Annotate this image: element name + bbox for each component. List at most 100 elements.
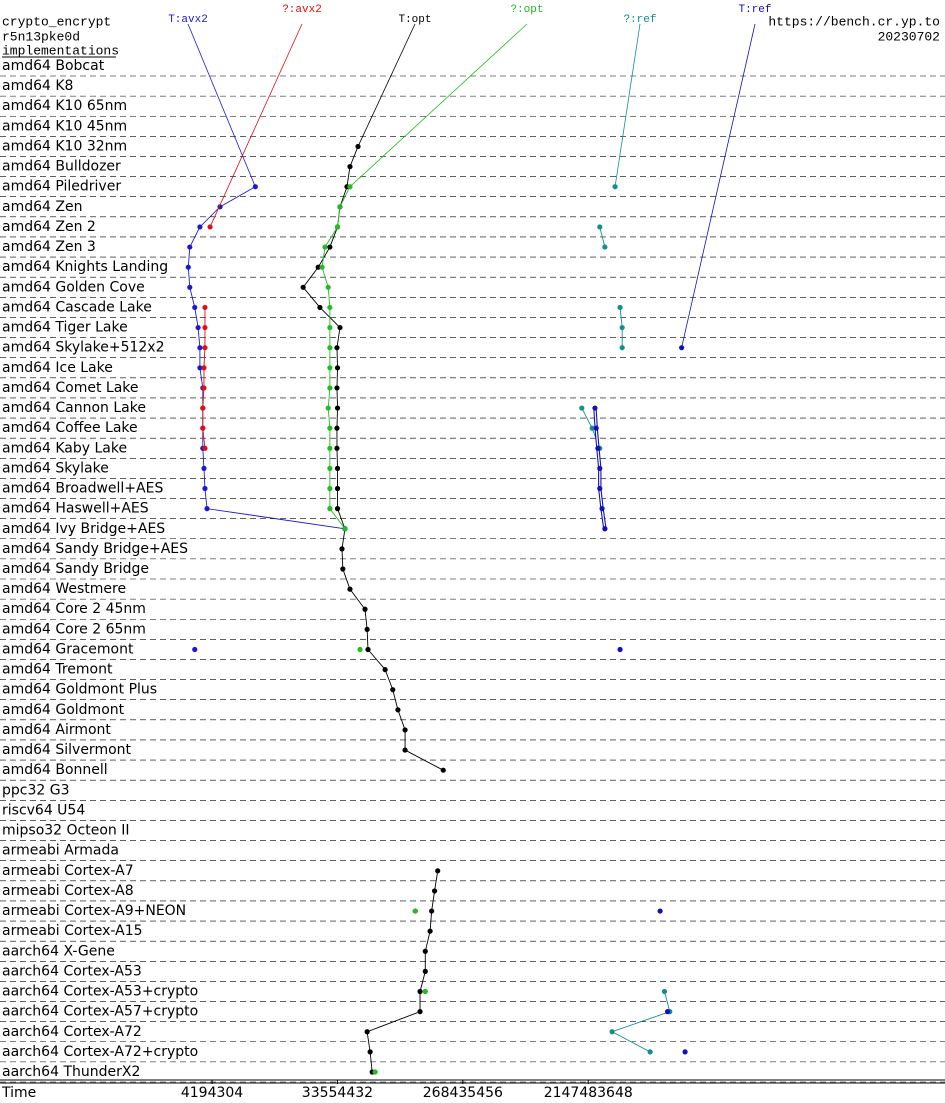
data-point (427, 928, 433, 934)
data-point (597, 224, 603, 230)
row-label: armeabi Cortex-A7 (2, 863, 134, 879)
legend-label: T:opt (398, 14, 431, 26)
data-point (195, 324, 201, 331)
data-point (422, 968, 428, 975)
legend-label: ?:opt (510, 4, 543, 16)
row-label: aarch64 Cortex-A72+crypto (2, 1044, 198, 1060)
legend-leader (357, 23, 416, 147)
legend-leader (349, 23, 528, 188)
row-label: amd64 Haswell+AES (2, 501, 149, 517)
x-axis-label: Time (1, 1085, 36, 1101)
data-point (593, 425, 599, 431)
row-label: amd64 Skylake+512x2 (2, 340, 164, 356)
data-point (595, 445, 601, 451)
data-point (337, 204, 343, 210)
row-label: aarch64 Cortex-A53+crypto (2, 984, 198, 1000)
data-point (200, 405, 206, 411)
row-label: amd64 Tiger Lake (2, 320, 128, 336)
data-point (682, 1049, 688, 1055)
data-point (202, 345, 208, 351)
data-point (327, 445, 333, 451)
data-point (597, 465, 603, 471)
series-line (321, 186, 351, 530)
row-label: amd64 Comet Lake (2, 380, 139, 396)
data-point (204, 506, 210, 512)
date: 20230702 (878, 29, 940, 44)
data-point (661, 988, 668, 995)
data-point (347, 164, 353, 170)
data-point (617, 646, 623, 653)
chart-title: crypto_encrypt (2, 14, 111, 29)
row-label: armeabi Cortex-A9+NEON (2, 903, 186, 919)
data-point (334, 425, 340, 431)
series-line (302, 146, 444, 771)
row-label: amd64 Sandy Bridge+AES (2, 541, 188, 557)
data-point (589, 425, 595, 431)
data-point (402, 747, 408, 753)
row-label: riscv64 U54 (2, 802, 85, 818)
row-label: amd64 Ivy Bridge+AES (2, 521, 165, 537)
data-point (334, 506, 341, 512)
series-line (187, 186, 345, 530)
data-point (619, 345, 625, 351)
data-point (431, 888, 438, 894)
row-label: amd64 Goldmont (2, 702, 125, 718)
data-point (334, 224, 341, 230)
legend-label: ?:avx2 (282, 4, 322, 16)
legend-leader (209, 23, 303, 228)
data-point (252, 184, 258, 190)
data-point (602, 244, 608, 250)
data-point (617, 304, 623, 311)
data-point (422, 988, 428, 995)
row-label: ppc32 G3 (2, 782, 70, 798)
data-point (355, 143, 361, 150)
row-label: aarch64 Cortex-A57+crypto (2, 1004, 198, 1020)
row-label: amd64 Gracemont (2, 641, 134, 657)
row-label: amd64 Bobcat (2, 58, 105, 74)
data-point (192, 646, 198, 653)
legend-label: ?:ref (623, 14, 656, 26)
data-point (334, 465, 341, 471)
data-point (647, 1049, 653, 1055)
data-point (657, 908, 663, 914)
data-point (192, 304, 198, 311)
legend-leader (187, 23, 256, 187)
data-point (202, 324, 208, 331)
data-point (202, 485, 208, 492)
data-point (327, 324, 333, 331)
data-point (362, 606, 368, 612)
data-point (357, 646, 363, 653)
data-point (429, 908, 435, 914)
data-point (202, 445, 208, 451)
data-point (372, 1069, 378, 1075)
row-label: amd64 Cascade Lake (2, 299, 152, 315)
row-label: amd64 Zen 3 (2, 239, 96, 255)
legend-leader (614, 23, 641, 187)
row-label: amd64 Broadwell+AES (2, 481, 163, 497)
source: https://bench.cr.yp.to (768, 14, 940, 29)
data-point (202, 304, 208, 311)
data-point (300, 284, 306, 290)
data-point (201, 385, 207, 391)
row-label: amd64 Golden Cove (2, 279, 145, 295)
data-point (435, 868, 441, 874)
data-point (609, 1029, 615, 1035)
data-point (602, 526, 608, 532)
row-label: amd64 Zen 2 (2, 219, 96, 235)
data-point (364, 626, 370, 632)
data-point (412, 908, 418, 914)
data-point (325, 284, 331, 290)
data-point (612, 184, 618, 190)
data-point (367, 1049, 373, 1055)
row-label: amd64 Zen (2, 199, 82, 215)
data-point (334, 485, 341, 492)
data-point (327, 506, 333, 512)
data-point (187, 244, 193, 250)
data-point (347, 184, 353, 190)
data-point (197, 365, 203, 371)
data-point (440, 767, 446, 773)
chart-subtitle: r5n13pke0d (2, 29, 80, 44)
data-point (365, 646, 371, 653)
x-tick-label: 4194304 (181, 1085, 243, 1101)
